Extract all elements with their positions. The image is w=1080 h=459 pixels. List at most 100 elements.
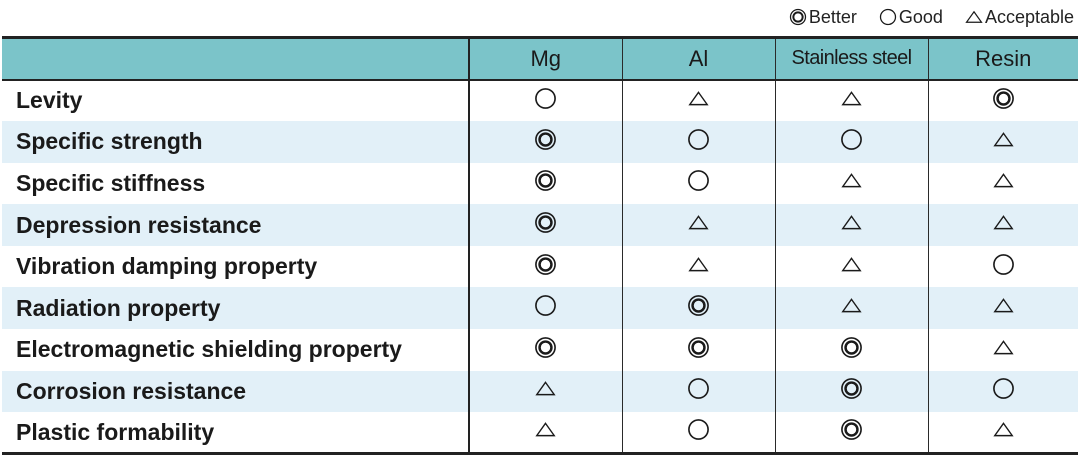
row-label: Radiation property <box>2 287 470 330</box>
column-header-stainless-steel: Stainless steel <box>774 36 928 81</box>
rating-cell-mg <box>468 412 622 456</box>
triangle-icon <box>841 295 862 321</box>
rating-cell-stainless-steel <box>774 329 928 371</box>
header-corner <box>2 36 470 81</box>
legend-item-acceptable: Acceptable <box>965 7 1074 28</box>
triangle-icon <box>688 254 709 280</box>
triangle-icon <box>841 212 862 238</box>
circle-icon <box>534 87 557 115</box>
circle-icon <box>992 377 1015 405</box>
rating-cell-resin <box>927 245 1078 288</box>
table-row: Plastic formability <box>2 412 1078 456</box>
table-row: Depression resistance <box>2 204 1078 246</box>
column-header-resin: Resin <box>927 36 1078 81</box>
row-label: Levity <box>2 79 470 122</box>
table-row: Specific stiffness <box>2 162 1078 205</box>
triangle-icon <box>535 378 556 404</box>
rating-cell-stainless-steel <box>774 370 928 413</box>
rating-cell-resin <box>927 204 1078 246</box>
column-header-al: Al <box>621 36 775 81</box>
rating-cell-al <box>621 329 775 371</box>
rating-cell-al <box>621 121 775 163</box>
double-circle-icon <box>687 294 710 322</box>
triangle-icon <box>993 419 1014 445</box>
rating-cell-resin <box>927 370 1078 413</box>
row-label: Electromagnetic shielding property <box>2 329 470 371</box>
triangle-icon <box>688 212 709 238</box>
rating-cell-stainless-steel <box>774 245 928 288</box>
row-label: Corrosion resistance <box>2 370 470 413</box>
rating-cell-mg <box>468 370 622 413</box>
rating-cell-resin <box>927 162 1078 205</box>
rating-cell-al <box>621 162 775 205</box>
rating-cell-al <box>621 245 775 288</box>
rating-cell-mg <box>468 79 622 122</box>
triangle-icon <box>965 8 983 26</box>
triangle-icon <box>993 337 1014 363</box>
rating-cell-al <box>621 204 775 246</box>
row-label: Depression resistance <box>2 204 470 246</box>
triangle-icon <box>993 129 1014 155</box>
table-row: Vibration damping property <box>2 245 1078 288</box>
rating-cell-al <box>621 79 775 122</box>
triangle-icon <box>993 295 1014 321</box>
rating-cell-mg <box>468 245 622 288</box>
rating-cell-al <box>621 412 775 456</box>
circle-icon <box>687 128 710 156</box>
rating-cell-al <box>621 287 775 330</box>
rating-cell-resin <box>927 329 1078 371</box>
circle-icon <box>687 418 710 446</box>
triangle-icon <box>993 212 1014 238</box>
rating-cell-stainless-steel <box>774 121 928 163</box>
triangle-icon <box>841 254 862 280</box>
triangle-icon <box>535 419 556 445</box>
double-circle-icon <box>534 253 557 281</box>
legend-label: Better <box>808 6 857 27</box>
row-label: Vibration damping property <box>2 245 470 288</box>
circle-icon <box>992 253 1015 281</box>
rating-cell-stainless-steel <box>774 79 928 122</box>
rating-cell-mg <box>468 329 622 371</box>
comparison-table-container: Mg Al Stainless steel Resin Levity Specif… <box>2 36 1078 456</box>
rating-cell-stainless-steel <box>774 204 928 246</box>
rating-cell-resin <box>927 412 1078 456</box>
table-row: Levity <box>2 79 1078 122</box>
table-row: Electromagnetic shielding property <box>2 329 1078 371</box>
rating-cell-stainless-steel <box>774 162 928 205</box>
row-label: Specific stiffness <box>2 162 470 205</box>
double-circle-icon <box>534 169 557 197</box>
triangle-icon <box>688 88 709 114</box>
rating-cell-mg <box>468 204 622 246</box>
legend-label: Good <box>898 6 943 27</box>
rating-cell-mg <box>468 162 622 205</box>
header-row: Mg Al Stainless steel Resin <box>2 36 1078 81</box>
double-circle-icon <box>687 336 710 364</box>
table-body: Levity Specific strength Specific stiffnes… <box>2 79 1078 456</box>
rating-cell-al <box>621 370 775 413</box>
double-circle-icon <box>534 128 557 156</box>
double-circle-icon <box>992 87 1015 115</box>
rating-cell-resin <box>927 121 1078 163</box>
row-label: Plastic formability <box>2 412 470 456</box>
double-circle-icon <box>840 418 863 446</box>
rating-cell-resin <box>927 287 1078 330</box>
rating-cell-resin <box>927 79 1078 122</box>
circle-icon <box>687 169 710 197</box>
material-comparison-table: Mg Al Stainless steel Resin Levity Specif… <box>2 36 1078 456</box>
table-row: Radiation property <box>2 287 1078 330</box>
circle-icon <box>687 377 710 405</box>
legend: Better Good Acceptable <box>789 4 1074 30</box>
circle-icon <box>534 294 557 322</box>
legend-label: Acceptable <box>984 6 1074 27</box>
double-circle-icon <box>534 211 557 239</box>
triangle-icon <box>841 170 862 196</box>
rating-cell-stainless-steel <box>774 287 928 330</box>
triangle-icon <box>993 170 1014 196</box>
row-label: Specific strength <box>2 121 470 163</box>
table-row: Corrosion resistance <box>2 370 1078 413</box>
rating-cell-stainless-steel <box>774 412 928 456</box>
legend-item-better: Better <box>789 7 857 28</box>
triangle-icon <box>841 88 862 114</box>
legend-item-good: Good <box>879 7 943 28</box>
rating-cell-mg <box>468 287 622 330</box>
